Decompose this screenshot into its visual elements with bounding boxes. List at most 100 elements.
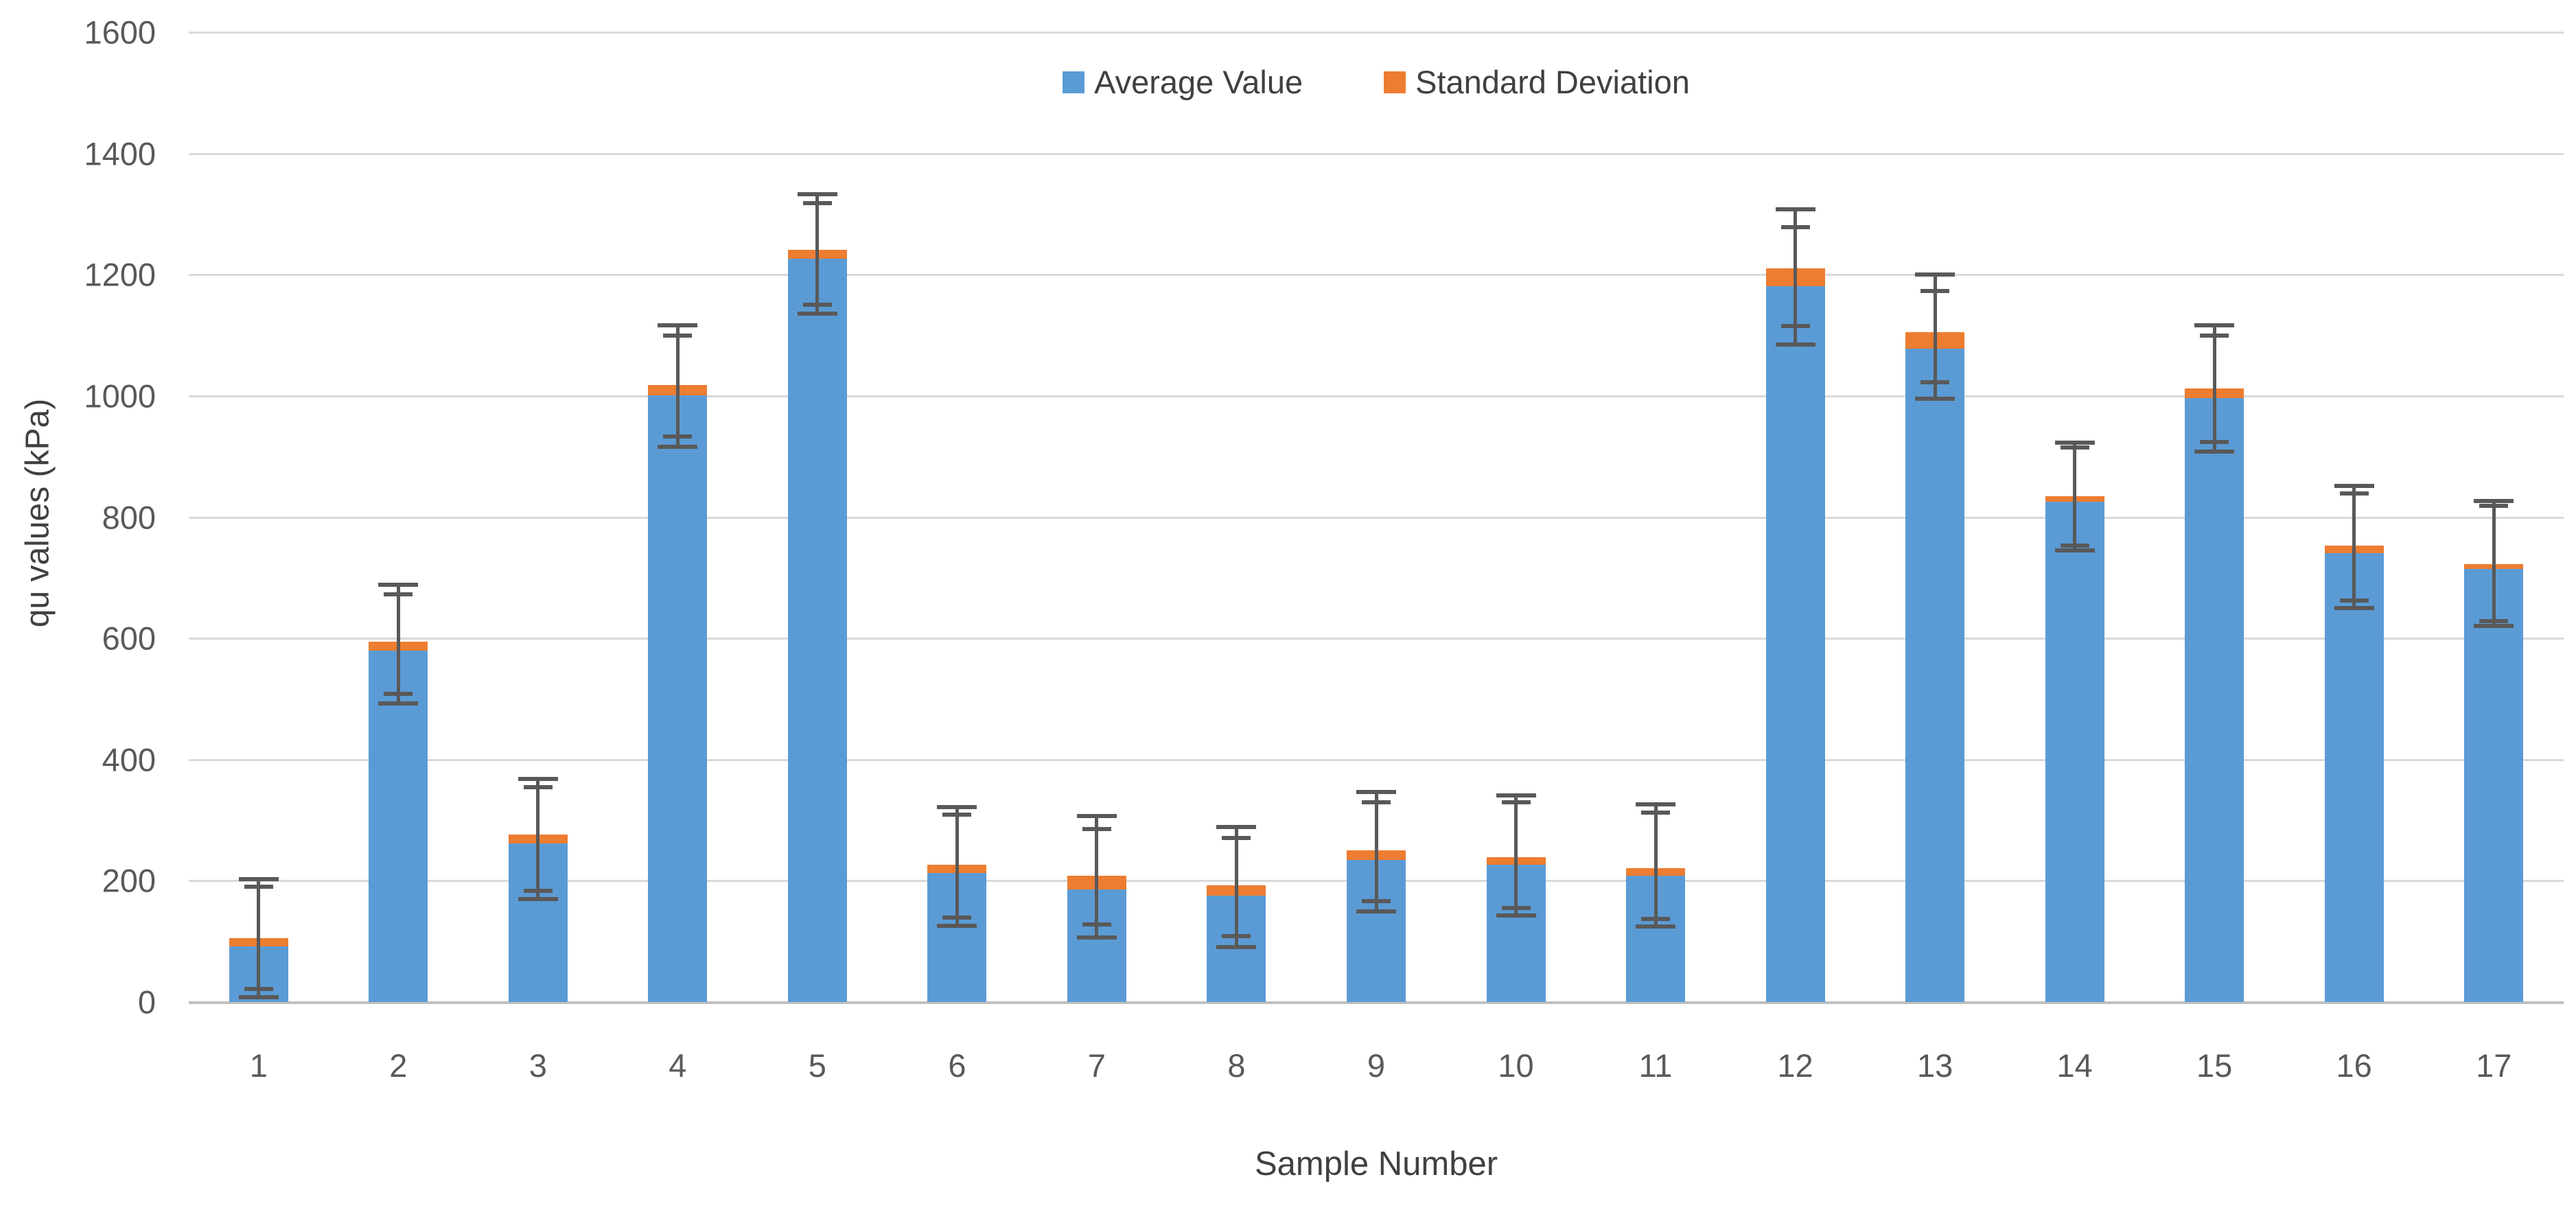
legend-label-standard-deviation: Standard Deviation [1415,64,1690,100]
error-bar-cap-sample-10-3 [1501,906,1531,911]
error-bar-sample-3 [536,779,540,899]
x-tick-label-13: 13 [1916,1047,1953,1084]
error-bar-sample-10 [1514,795,1518,916]
error-bar-sample-11 [1653,804,1658,927]
error-bar-cap-sample-11-0 [1636,802,1676,807]
x-tick-label-16: 16 [2336,1047,2372,1084]
x-tick-label-6: 6 [948,1047,966,1084]
y-tick-label-600: 600 [102,620,156,657]
error-bar-cap-sample-6-0 [937,804,977,809]
error-bar-cap-sample-10-2 [1496,913,1536,918]
x-tick-label-17: 17 [2476,1047,2512,1084]
error-bar-cap-sample-4-2 [658,445,698,450]
x-tick-label-14: 14 [2056,1047,2093,1084]
error-bar-cap-sample-13-3 [1921,380,1950,385]
error-bar-cap-sample-8-2 [1216,944,1257,949]
error-bar-cap-sample-1-2 [238,994,279,999]
error-bar-cap-sample-8-3 [1222,933,1251,938]
error-bar-cap-sample-8-0 [1216,824,1257,829]
error-bar-cap-sample-4-1 [663,334,693,338]
error-bar-cap-sample-5-0 [797,191,837,196]
error-bar-sample-12 [1794,209,1798,345]
legend-swatch-average-value [1063,71,1085,93]
error-bar-cap-sample-8-1 [1222,835,1251,840]
error-bar-cap-sample-12-1 [1780,225,1810,230]
legend-swatch-standard-deviation [1384,71,1406,93]
error-bar-sample-1 [257,878,261,997]
error-bar-cap-sample-15-0 [2194,323,2235,328]
error-bar-sample-15 [2212,325,2216,452]
error-bar-sample-14 [2073,442,2077,551]
bar-average-sample-16 [2324,552,2384,1002]
bar-average-sample-2 [369,650,428,1002]
x-axis-title: Sample Number [1254,1145,1498,1183]
x-tick-label-15: 15 [2196,1047,2233,1084]
error-bar-sample-13 [1933,275,1937,399]
x-axis-line [189,1001,2564,1004]
error-bar-sample-16 [2352,486,2356,608]
error-bar-cap-sample-17-0 [2474,498,2514,503]
legend-item-average-value: Average Value [1063,63,1303,101]
bar-average-sample-5 [787,259,847,1002]
legend-label-average-value: Average Value [1094,64,1303,100]
error-bar-sample-17 [2492,500,2496,627]
error-bar-cap-sample-3-3 [523,888,553,893]
error-bar-sample-5 [815,194,820,314]
bar-average-sample-12 [1765,286,1825,1002]
plot-area: 0 200 400 600 800 1000 1200 1400 1600 1 2 3 4 5 6 7 8 9 10… [84,14,2564,1084]
bar-average-sample-15 [2185,398,2244,1002]
error-bar-cap-sample-11-3 [1641,917,1671,921]
error-bar-sample-7 [1095,815,1099,938]
y-tick-label-1600: 1600 [84,14,156,51]
gridline-1600 [189,32,2564,34]
gridline-1200 [189,274,2564,277]
x-tick-label-7: 7 [1087,1047,1106,1084]
error-bar-sample-9 [1374,792,1378,911]
error-bar-cap-sample-15-2 [2194,450,2235,454]
error-bar-cap-sample-17-1 [2479,503,2509,508]
error-bar-cap-sample-13-1 [1921,289,1950,294]
error-bar-cap-sample-16-0 [2334,484,2374,489]
error-bar-cap-sample-13-0 [1915,272,1956,277]
error-bar-cap-sample-7-3 [1082,922,1111,927]
error-bar-cap-sample-12-0 [1775,207,1815,211]
error-bar-cap-sample-4-3 [663,434,693,439]
legend-item-standard-deviation: Standard Deviation [1384,63,1690,101]
error-bar-cap-sample-2-3 [384,692,413,697]
x-tick-label-3: 3 [529,1047,547,1084]
error-bar-cap-sample-15-3 [2200,439,2229,444]
x-tick-label-5: 5 [808,1047,826,1084]
y-tick-label-800: 800 [102,499,156,535]
error-bar-cap-sample-16-3 [2339,598,2369,603]
error-bar-cap-sample-2-0 [378,583,419,587]
error-bar-cap-sample-6-2 [937,923,977,928]
error-bar-cap-sample-12-2 [1775,342,1815,347]
error-bar-cap-sample-16-1 [2339,491,2369,496]
error-bar-sample-6 [955,806,959,926]
x-tick-label-10: 10 [1498,1047,1534,1084]
error-bar-cap-sample-5-2 [797,311,837,316]
gridline-800 [189,516,2564,519]
error-bar-sample-2 [396,585,400,703]
gridline-600 [189,638,2564,640]
error-bar-cap-sample-9-3 [1362,899,1391,904]
error-bar-cap-sample-9-2 [1356,909,1396,913]
error-bar-cap-sample-1-0 [238,876,279,881]
error-bar-cap-sample-12-3 [1780,324,1810,329]
y-tick-label-400: 400 [102,741,156,778]
y-tick-label-1000: 1000 [84,377,156,415]
error-bar-cap-sample-14-0 [2054,440,2095,445]
error-bar-cap-sample-6-1 [942,813,972,817]
bar-average-sample-4 [648,395,708,1002]
y-tick-label-1200: 1200 [84,256,156,293]
error-bar-cap-sample-17-3 [2479,619,2509,624]
error-bar-sample-8 [1234,826,1238,947]
y-tick-label-1400: 1400 [84,135,156,172]
error-bar-cap-sample-5-3 [802,302,832,307]
error-bar-cap-sample-14-3 [2060,544,2089,548]
gridline-1400 [189,152,2564,155]
y-tick-label-200: 200 [102,862,156,899]
x-tick-label-11: 11 [1638,1047,1673,1084]
bar-average-sample-13 [1905,348,1965,1002]
